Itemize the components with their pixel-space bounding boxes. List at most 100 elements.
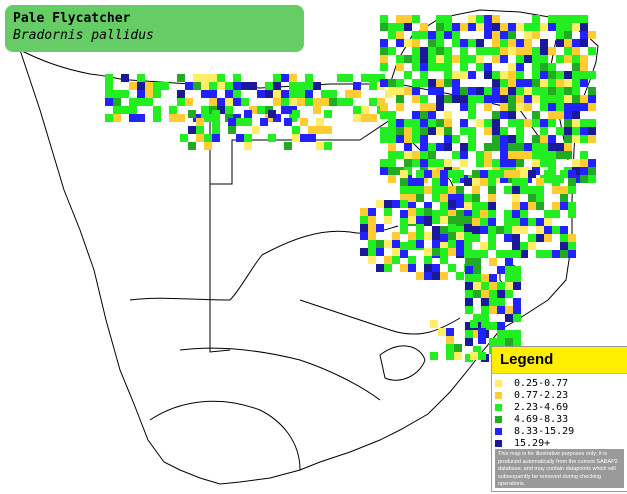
distribution-cell	[548, 151, 556, 159]
distribution-cell	[488, 218, 496, 226]
distribution-cell	[444, 111, 452, 119]
distribution-cell	[436, 103, 444, 111]
distribution-cell	[564, 119, 572, 127]
distribution-cell	[384, 256, 392, 264]
distribution-cell	[524, 119, 532, 127]
distribution-cell	[428, 103, 436, 111]
distribution-cell	[532, 143, 540, 151]
distribution-cell	[580, 15, 588, 23]
distribution-cell	[572, 39, 580, 47]
distribution-cell	[273, 90, 281, 98]
distribution-cell	[500, 175, 508, 183]
distribution-cell	[516, 127, 524, 135]
distribution-cell	[540, 159, 548, 167]
distribution-cell	[209, 98, 217, 106]
distribution-cell	[484, 15, 492, 23]
distribution-cell	[492, 31, 500, 39]
distribution-cell	[544, 218, 552, 226]
distribution-cell	[392, 256, 400, 264]
distribution-cell	[404, 127, 412, 135]
distribution-cell	[588, 87, 596, 95]
distribution-cell	[388, 79, 396, 87]
distribution-cell	[392, 200, 400, 208]
distribution-cell	[552, 178, 560, 186]
legend-swatch	[495, 439, 502, 447]
distribution-cell	[105, 74, 113, 82]
distribution-cell	[560, 202, 568, 210]
distribution-cell	[500, 55, 508, 63]
legend-label: 0.25-0.77	[514, 377, 569, 389]
distribution-cell	[129, 98, 137, 106]
distribution-cell	[520, 186, 528, 194]
distribution-cell	[505, 314, 513, 322]
distribution-cell	[512, 242, 520, 250]
distribution-cell	[400, 178, 408, 186]
distribution-cell	[476, 63, 484, 71]
distribution-cell	[241, 82, 249, 90]
distribution-cell	[473, 346, 481, 354]
distribution-cell	[484, 143, 492, 151]
distribution-cell	[488, 226, 496, 234]
distribution-cell	[209, 82, 217, 90]
distribution-cell	[297, 90, 305, 98]
distribution-cell	[524, 103, 532, 111]
distribution-cell	[478, 328, 486, 336]
western-cape-border	[149, 400, 301, 471]
distribution-cell	[284, 118, 292, 126]
distribution-cell	[408, 194, 416, 202]
distribution-cell	[456, 226, 464, 234]
distribution-cell	[580, 23, 588, 31]
distribution-cell	[460, 55, 468, 63]
distribution-cell	[432, 232, 440, 240]
distribution-cell	[420, 143, 428, 151]
distribution-cell	[556, 103, 564, 111]
distribution-cell	[424, 186, 432, 194]
distribution-cell	[380, 23, 388, 31]
distribution-cell	[137, 114, 145, 122]
distribution-cell	[404, 151, 412, 159]
distribution-cell	[508, 151, 516, 159]
distribution-cell	[436, 95, 444, 103]
distribution-cell	[444, 79, 452, 87]
namibia-south-border	[209, 184, 231, 353]
distribution-cell	[572, 79, 580, 87]
distribution-cell	[212, 118, 220, 126]
distribution-cell	[337, 74, 345, 82]
distribution-cell	[241, 98, 249, 106]
legend-swatch	[495, 403, 502, 411]
distribution-cell	[465, 298, 473, 306]
distribution-cell	[532, 55, 540, 63]
distribution-cell	[540, 143, 548, 151]
distribution-cell	[412, 151, 420, 159]
legend-swatch	[495, 427, 502, 435]
distribution-cell	[432, 226, 440, 234]
distribution-cell	[508, 103, 516, 111]
distribution-cell	[484, 47, 492, 55]
distribution-cell	[556, 23, 564, 31]
distribution-cell	[472, 234, 480, 242]
distribution-cell	[305, 82, 313, 90]
distribution-cell	[404, 39, 412, 47]
distribution-cell	[305, 90, 313, 98]
distribution-cell	[588, 31, 596, 39]
distribution-cell	[440, 186, 448, 194]
distribution-cell	[452, 23, 460, 31]
distribution-cell	[388, 111, 396, 119]
distribution-cell	[540, 151, 548, 159]
distribution-cell	[345, 98, 353, 106]
distribution-cell	[456, 210, 464, 218]
distribution-cell	[468, 111, 476, 119]
distribution-cell	[400, 186, 408, 194]
distribution-cell	[260, 118, 268, 126]
distribution-cell	[481, 314, 489, 322]
distribution-cell	[412, 39, 420, 47]
distribution-cell	[388, 159, 396, 167]
distribution-cell	[532, 119, 540, 127]
distribution-cell	[489, 290, 497, 298]
distribution-cell	[273, 114, 281, 122]
distribution-cell	[430, 320, 438, 328]
distribution-cell	[388, 127, 396, 135]
distribution-cell	[440, 248, 448, 256]
distribution-cell	[404, 135, 412, 143]
distribution-cell	[396, 103, 404, 111]
